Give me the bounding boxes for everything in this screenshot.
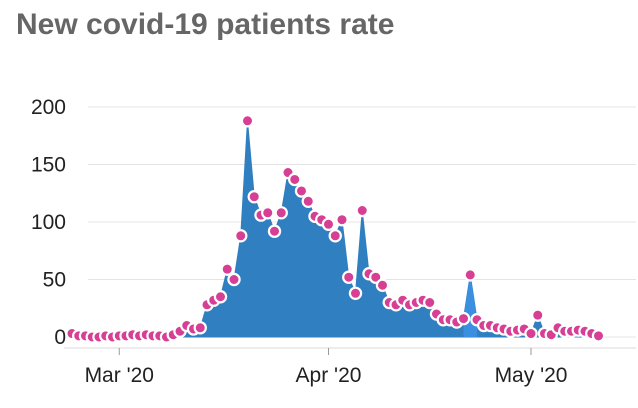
data-point <box>274 206 288 220</box>
data-point <box>328 229 342 243</box>
data-markers <box>65 114 606 344</box>
data-point <box>348 286 363 300</box>
data-point <box>240 114 255 128</box>
y-tick-label-100: 100 <box>31 211 66 234</box>
data-point <box>261 206 275 220</box>
data-point <box>220 262 234 276</box>
data-point <box>355 203 369 218</box>
y-tick-label-200: 200 <box>31 96 66 119</box>
data-point <box>375 278 390 292</box>
data-point <box>247 189 261 204</box>
data-point <box>342 270 356 284</box>
data-point <box>531 308 545 322</box>
data-point <box>456 311 471 326</box>
data-point <box>423 295 437 310</box>
data-point <box>294 184 309 198</box>
x-tick-label-2020-04-01: Apr '20 <box>296 364 362 387</box>
data-point <box>524 326 538 341</box>
y-tick-label-50: 50 <box>43 269 66 292</box>
data-point <box>193 321 207 335</box>
data-point <box>321 217 336 231</box>
data-point <box>591 329 606 343</box>
area-fill <box>71 120 599 338</box>
data-point <box>335 212 349 227</box>
data-point <box>288 172 302 187</box>
data-point <box>234 229 248 243</box>
data-point <box>227 272 241 287</box>
x-axis <box>64 347 636 355</box>
y-tick-label-0: 0 <box>54 326 66 349</box>
data-point <box>463 268 477 282</box>
chart-title: New covid-19 patients rate <box>16 8 395 41</box>
area-series <box>71 120 599 338</box>
y-tick-label-150: 150 <box>31 154 66 177</box>
data-point <box>301 194 315 208</box>
data-point <box>213 290 228 304</box>
tick-labels: 0 50 100 150 200 Mar '20 Apr '20 May '20 <box>31 96 567 387</box>
data-point <box>267 224 282 238</box>
x-tick-label-2020-05-01: May '20 <box>495 364 568 387</box>
x-tick-label-2020-03-01: Mar '20 <box>85 364 154 387</box>
